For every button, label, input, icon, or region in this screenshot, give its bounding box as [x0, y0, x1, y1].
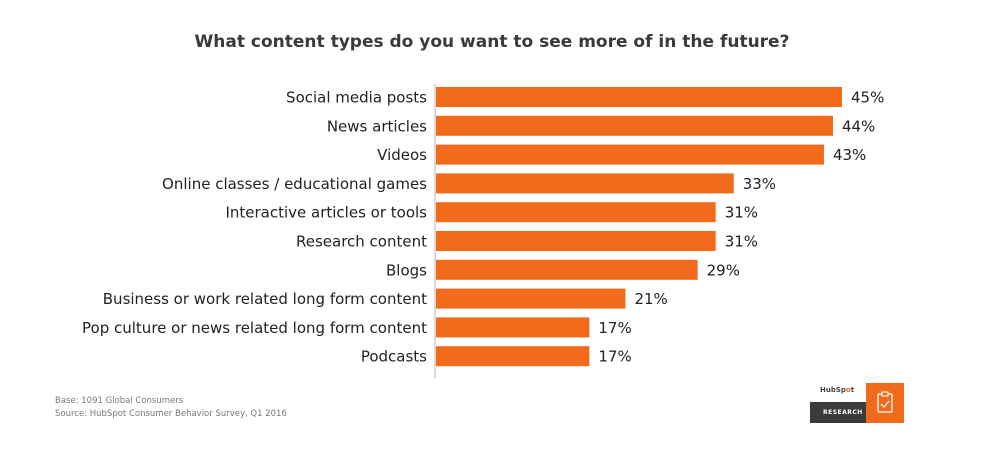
value-label: 33%	[743, 175, 776, 193]
value-label: 31%	[725, 204, 758, 222]
category-label: News articles	[327, 117, 427, 135]
bar	[436, 173, 734, 194]
category-label: Podcasts	[361, 348, 427, 366]
footnote: Base: 1091 Global Consumers Source: HubS…	[55, 395, 287, 421]
logo-orange-panel	[866, 383, 904, 423]
bar	[436, 87, 842, 107]
category-label: Business or work related long form conte…	[103, 290, 427, 308]
value-label: 21%	[634, 290, 667, 308]
category-label: Research content	[296, 233, 427, 251]
bar	[436, 288, 626, 309]
bar	[436, 202, 716, 223]
hubspot-logo-text: HubSpot	[820, 386, 855, 394]
logo-dark-panel	[810, 402, 866, 423]
category-label: Pop culture or news related long form co…	[82, 319, 427, 337]
value-label: 29%	[707, 261, 740, 279]
category-label: Videos	[377, 146, 427, 164]
category-label: Social media posts	[286, 89, 427, 107]
value-label: 43%	[833, 146, 866, 164]
value-label: 31%	[725, 233, 758, 251]
research-label: RESEARCH	[823, 409, 863, 416]
bar	[436, 259, 698, 280]
bar	[436, 115, 833, 136]
category-label: Interactive articles or tools	[225, 204, 427, 222]
bar	[436, 317, 590, 338]
bar	[436, 231, 716, 251]
category-label: Online classes / educational games	[162, 175, 427, 193]
value-label: 44%	[842, 117, 875, 135]
chart-title: What content types do you want to see mo…	[194, 32, 790, 52]
category-label: Blogs	[386, 261, 427, 279]
value-label: 17%	[598, 319, 631, 337]
footnote-base: Base: 1091 Global Consumers	[55, 396, 184, 406]
hubspot-research-logo: HubSpot RESEARCH	[810, 383, 904, 423]
bar	[436, 144, 824, 165]
bar	[436, 346, 590, 367]
value-label: 45%	[851, 89, 884, 107]
value-label: 17%	[598, 348, 631, 366]
footnote-source: Source: HubSpot Consumer Behavior Survey…	[55, 409, 287, 419]
clipboard-icon	[877, 391, 893, 413]
